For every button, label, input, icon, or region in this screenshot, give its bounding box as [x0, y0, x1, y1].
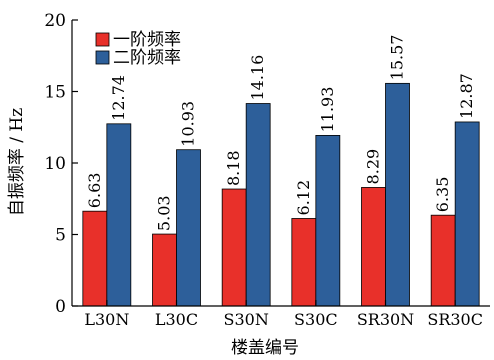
bar [291, 218, 317, 307]
x-axis-label: 楼盖编号 [231, 338, 299, 358]
x-tick-label: S30C [294, 310, 338, 329]
bar [430, 214, 456, 307]
x-tick-label: L30N [84, 310, 129, 329]
bar [361, 187, 386, 307]
data-label: 6.63 [85, 173, 104, 209]
y-tick-label: 0 [55, 297, 66, 317]
y-axis-label: 自振频率 / Hz [7, 108, 27, 216]
bar [385, 82, 410, 307]
x-tick-label: S30N [224, 310, 269, 329]
data-label: 11.93 [318, 87, 337, 133]
data-label: 12.87 [457, 73, 476, 119]
data-label: 6.12 [294, 180, 313, 216]
x-tick-label: L30C [155, 310, 198, 329]
bar [176, 149, 201, 307]
data-label: 8.29 [364, 149, 383, 185]
y-tick-label: 5 [55, 226, 66, 246]
legend-swatch-series-0 [95, 32, 110, 47]
legend: 一阶频率 二阶频率 [95, 30, 181, 68]
x-tick-label: SR30C [427, 310, 483, 329]
data-label: 14.16 [248, 55, 267, 101]
legend-label-series-0: 一阶频率 [113, 30, 181, 50]
bar [106, 123, 132, 307]
plot-area: 6.63 5.03 8.18 6.12 8.29 6.35 12.74 10.93 14.16 1… [44, 11, 490, 329]
data-label: 6.35 [433, 177, 452, 213]
data-label: 12.74 [109, 75, 128, 121]
bar [315, 135, 341, 307]
data-label: 5.03 [155, 195, 174, 231]
data-label: 8.18 [224, 150, 243, 186]
data-label: 15.57 [388, 35, 407, 81]
data-label: 10.93 [179, 101, 198, 147]
bar [454, 121, 480, 307]
y-tick-label: 15 [44, 83, 66, 103]
x-tick-label: SR30N [357, 310, 414, 329]
y-tick-label: 10 [44, 154, 66, 174]
bar [82, 210, 108, 307]
legend-label-series-1: 二阶频率 [113, 48, 181, 68]
bar [221, 188, 247, 307]
bar [152, 233, 177, 307]
bar [245, 103, 271, 307]
legend-swatch-series-1 [95, 50, 110, 65]
y-tick-label: 20 [44, 11, 66, 31]
